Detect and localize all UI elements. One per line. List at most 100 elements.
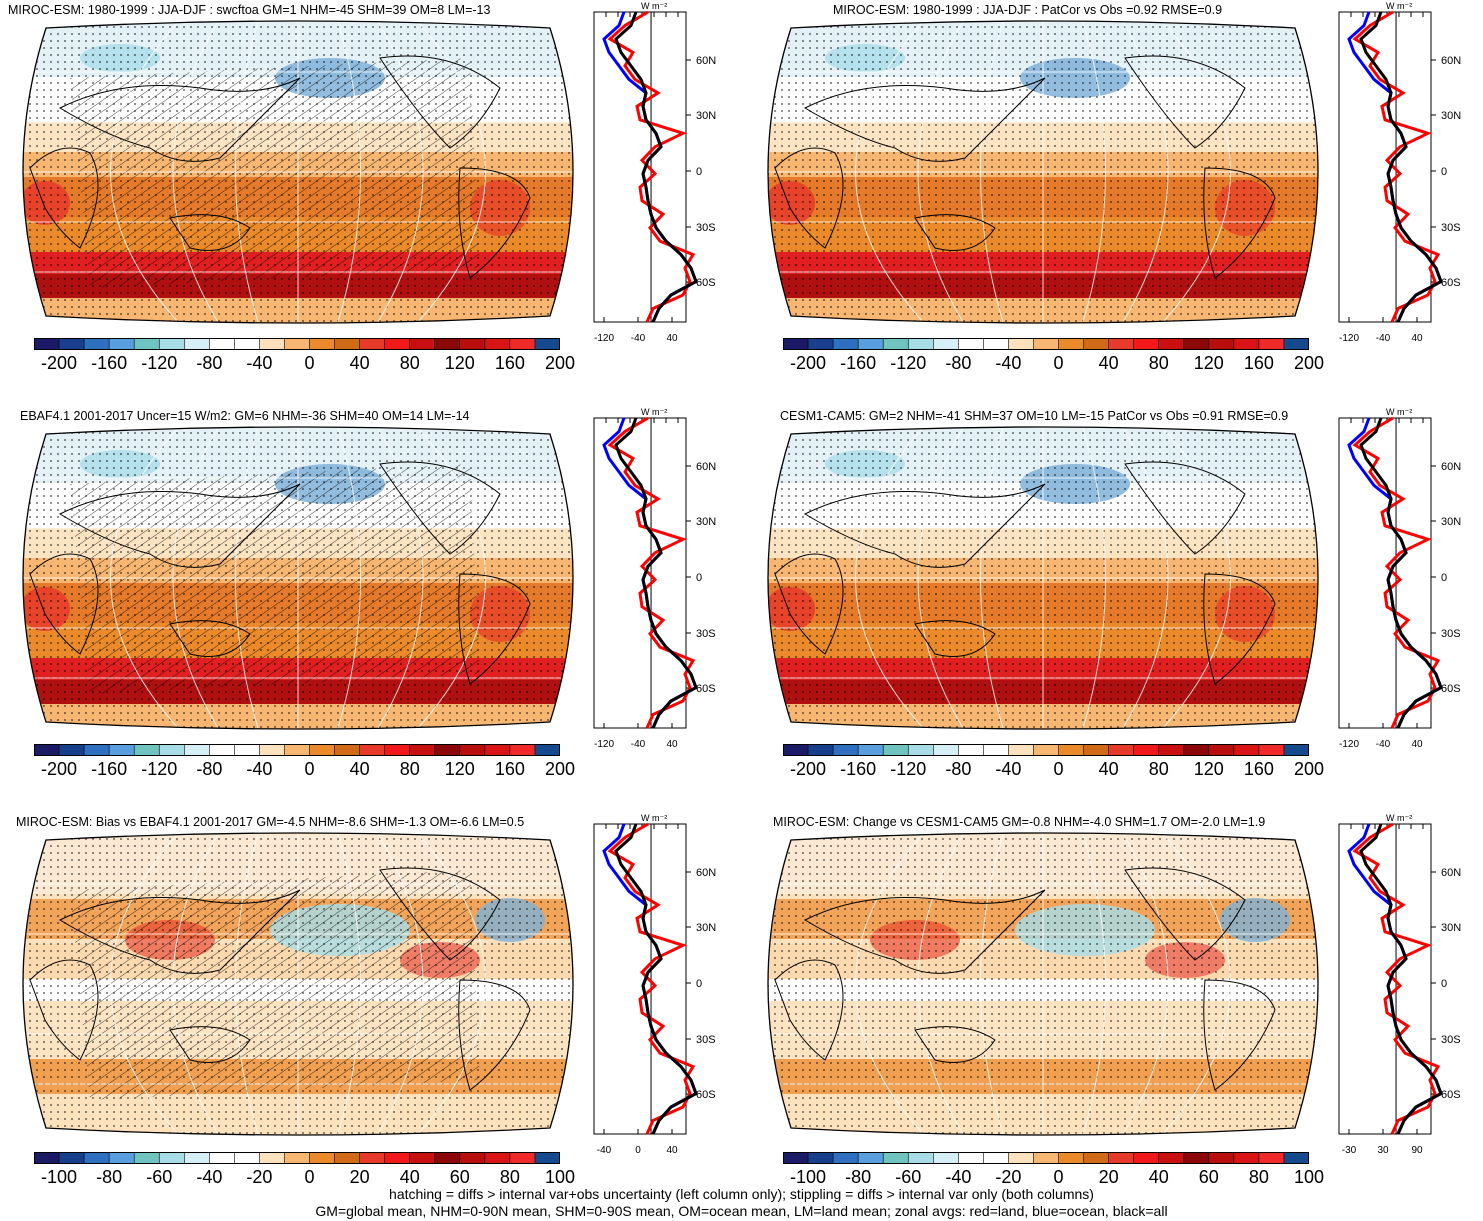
colorbar-tick-label: -40 xyxy=(246,759,273,779)
colorbar-tick-label: -20 xyxy=(995,1167,1022,1187)
zonal-all-line xyxy=(614,11,698,323)
colorbar-tick-label: 40 xyxy=(349,353,370,373)
colorbar-swatch xyxy=(534,1152,560,1164)
colorbar-swatch xyxy=(359,1152,386,1164)
colorbar-tick-label: -60 xyxy=(895,1167,922,1187)
colorbar-swatch xyxy=(1083,338,1110,350)
map-field xyxy=(23,427,573,729)
colorbar-frame xyxy=(34,338,560,350)
colorbar-swatch xyxy=(1133,338,1160,350)
colorbar-tick-label: 80 xyxy=(1248,1167,1269,1187)
zonal-unit-label: W m⁻² xyxy=(641,407,667,417)
colorbar-tick-label: 160 xyxy=(494,759,525,779)
colorbar-swatch xyxy=(908,1152,934,1164)
colorbar-swatch xyxy=(284,744,311,756)
colorbar-swatch xyxy=(484,1152,511,1164)
colorbar-swatch xyxy=(783,744,809,756)
colorbar-tick-label: -80 xyxy=(196,353,223,373)
colorbar-tick-label: -60 xyxy=(146,1167,173,1187)
colorbar-tick-label: -120 xyxy=(141,353,178,373)
colorbar-swatch xyxy=(59,338,85,350)
map-field xyxy=(23,21,573,323)
colorbar-swatch xyxy=(883,744,909,756)
colorbar-frame xyxy=(783,1152,1309,1164)
colorbar-swatch xyxy=(159,744,185,756)
colorbar-tick-label: 0 xyxy=(304,759,315,779)
colorbar-swatch xyxy=(1083,744,1110,756)
colorbar-tick-label: 80 xyxy=(499,1167,520,1187)
lat-label: 60S xyxy=(1441,683,1461,695)
coastline xyxy=(379,461,501,555)
colorbar-swatch xyxy=(1033,744,1060,756)
coastline xyxy=(803,483,1046,568)
colorbar-tick-label: -40 xyxy=(995,353,1022,373)
colorbar-tick-label: 20 xyxy=(349,1167,370,1187)
zonal-frame xyxy=(1338,823,1432,1135)
colorbar-tick-label: 0 xyxy=(304,353,315,373)
colorbar-tick-label: 60 xyxy=(449,1167,470,1187)
lat-label: 60N xyxy=(1441,55,1461,67)
colorbar-swatch xyxy=(159,338,185,350)
lat-label: 0 xyxy=(1441,978,1447,990)
colorbar-swatch xyxy=(59,744,85,756)
x-tick-label: -40 xyxy=(597,1145,612,1156)
map-frame xyxy=(767,20,1319,324)
zonal-land-line xyxy=(1352,416,1441,729)
coastline xyxy=(379,55,501,149)
colorbar-tick-label: 40 xyxy=(1148,1167,1169,1187)
colorbar-swatch xyxy=(1033,1152,1060,1164)
coastline xyxy=(29,959,99,1061)
colorbar-swatch xyxy=(234,1152,260,1164)
lat-label: 30N xyxy=(1441,922,1461,934)
x-tick-label: -40 xyxy=(1376,333,1391,344)
zonal-frame xyxy=(593,11,687,323)
colorbar-tick-label: -160 xyxy=(840,759,877,779)
zonal-mean-plot: W m⁻² 60N 30N 0 30S 60S -120 -40 40 xyxy=(593,1,716,344)
colorbar-swatch xyxy=(1233,338,1260,350)
lat-label: 60S xyxy=(696,277,716,289)
lat-label: 60S xyxy=(1441,1089,1461,1101)
map-frame xyxy=(22,20,574,324)
colorbar-swatch xyxy=(509,744,536,756)
x-tick-label: -120 xyxy=(594,333,614,344)
colorbar-swatch xyxy=(833,744,859,756)
lat-label: 0 xyxy=(696,978,702,990)
colorbar-swatch xyxy=(1133,744,1160,756)
colorbar-tick-label: 120 xyxy=(444,353,475,373)
zonal-mean-plot: W m⁻² 60N 30N 0 30S 60S -120 -40 40 xyxy=(1338,407,1461,750)
lat-label: 30S xyxy=(696,222,716,234)
colorbar-tick-label: 40 xyxy=(1098,353,1119,373)
colorbar-swatch xyxy=(384,1152,411,1164)
colorbar-swatch xyxy=(109,1152,135,1164)
colorbar-swatch xyxy=(1183,744,1210,756)
colorbar-swatch xyxy=(434,744,461,756)
colorbar-tick-label: 200 xyxy=(544,353,576,373)
colorbar-tick-label: 120 xyxy=(1193,759,1224,779)
colorbar-swatch xyxy=(259,338,285,350)
lat-label: 60N xyxy=(696,55,716,67)
colorbar-swatch xyxy=(409,338,436,350)
colorbar-frame xyxy=(783,744,1309,756)
map-field xyxy=(768,833,1318,1135)
coastline xyxy=(169,620,251,657)
colorbar-swatch xyxy=(509,1152,536,1164)
colorbar-swatch xyxy=(284,1152,311,1164)
panel-title: MIROC-ESM: Change vs CESM1-CAM5 GM=-0.8 … xyxy=(773,815,1266,829)
colorbar-swatch xyxy=(209,744,235,756)
colorbar-tick-label: 20 xyxy=(1098,1167,1119,1187)
x-tick-label: -40 xyxy=(631,333,646,344)
colorbar-swatch xyxy=(958,1152,984,1164)
colorbar-swatch xyxy=(883,1152,909,1164)
coastline xyxy=(29,147,99,249)
zonal-unit-label: W m⁻² xyxy=(641,813,667,823)
x-tick-label: 40 xyxy=(1411,333,1423,344)
coastline xyxy=(774,147,844,249)
colorbar-swatch xyxy=(1058,744,1085,756)
coastline xyxy=(1124,867,1246,961)
colorbar-tick-label: 0 xyxy=(1053,759,1064,779)
colorbar-tick-label: 40 xyxy=(1098,759,1119,779)
colorbar-swatch xyxy=(1158,1152,1185,1164)
colorbar-swatch xyxy=(334,1152,361,1164)
colorbar-swatch xyxy=(1108,338,1135,350)
lat-label: 30S xyxy=(1441,222,1461,234)
